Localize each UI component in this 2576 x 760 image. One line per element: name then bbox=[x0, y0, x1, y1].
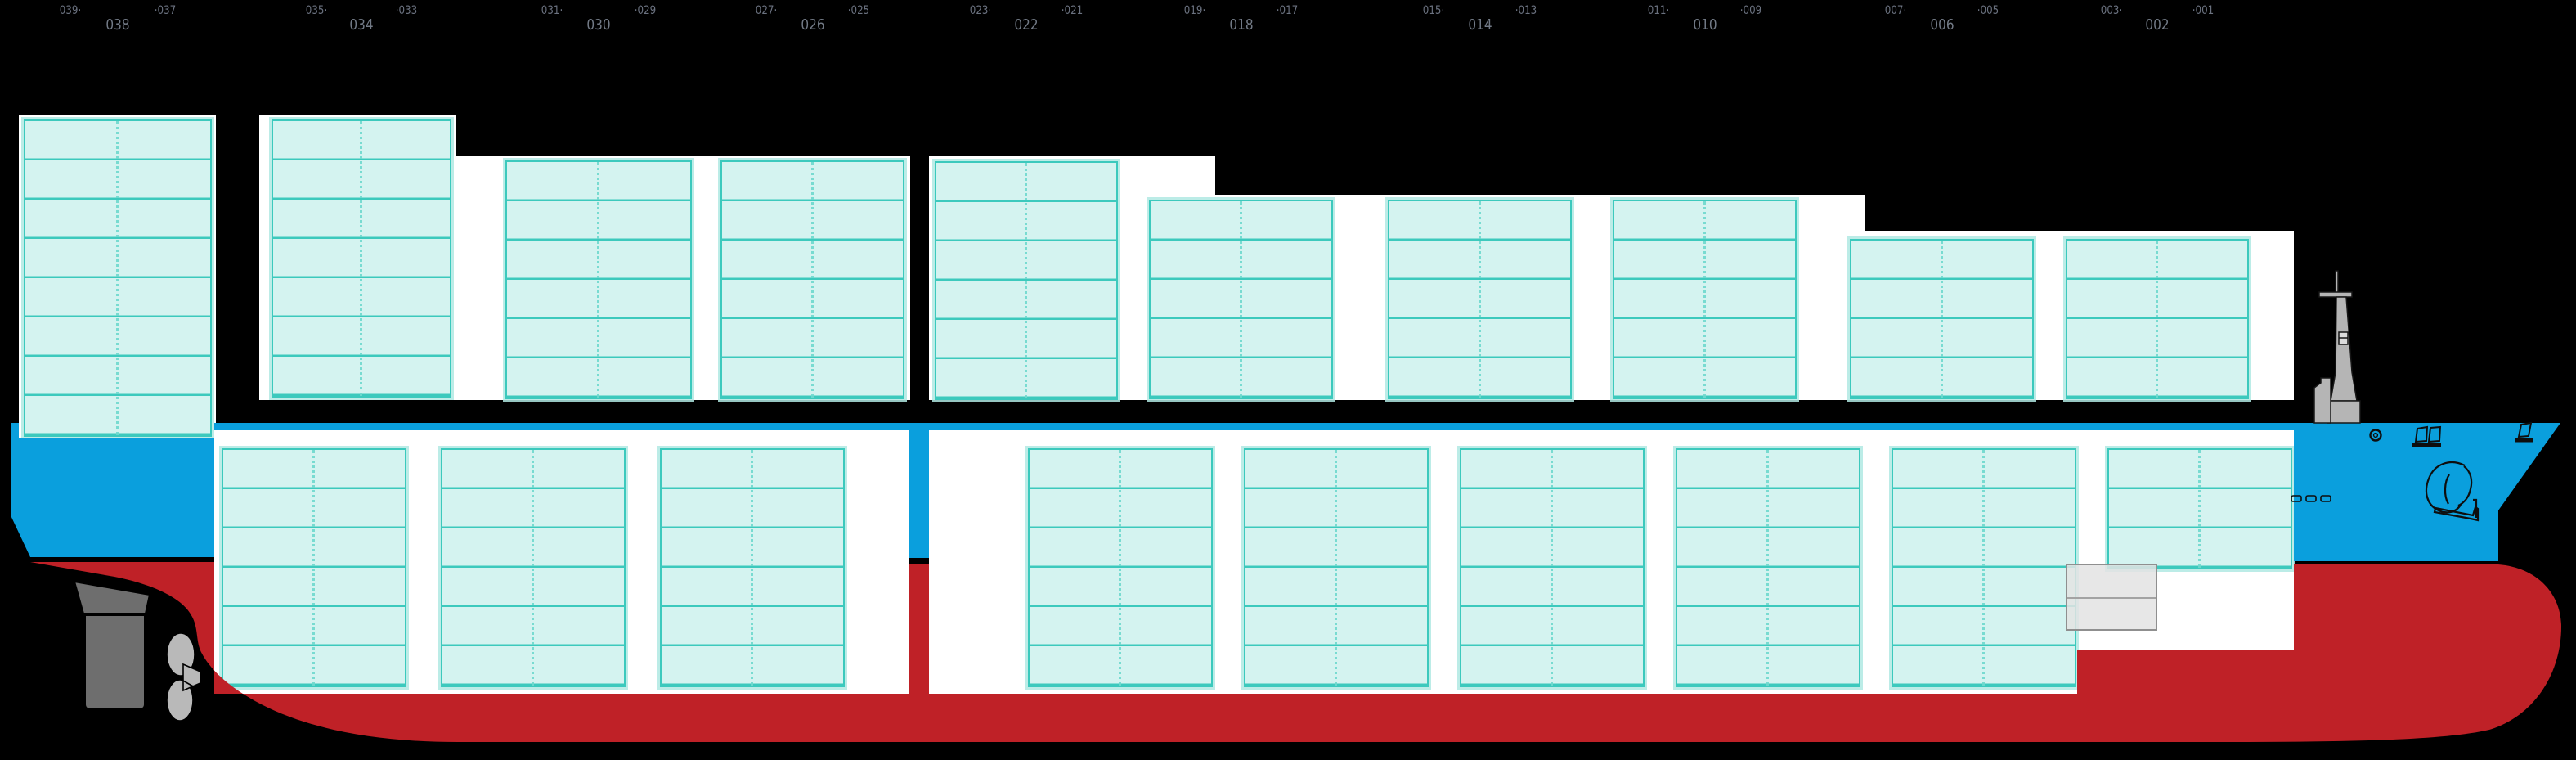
bay-018-above-deck-stack[interactable] bbox=[1149, 200, 1333, 399]
hold-4-below-deck-stack[interactable] bbox=[1028, 448, 1213, 687]
midship-hull-column-blue bbox=[909, 423, 929, 558]
label-bay-011: 011· bbox=[1647, 4, 1670, 17]
label-bay-026: 026 bbox=[801, 16, 825, 34]
bay-026-above-deck-stack[interactable] bbox=[720, 160, 904, 399]
label-bay-003: 003· bbox=[2100, 4, 2123, 17]
label-bay-013: ·013 bbox=[1515, 4, 1537, 17]
waterline-stripe bbox=[214, 423, 2294, 430]
label-bay-030: 030 bbox=[586, 16, 611, 34]
label-bay-018: 018 bbox=[1229, 16, 1254, 34]
label-bay-034: 034 bbox=[349, 16, 374, 34]
label-bay-031: 031· bbox=[541, 4, 563, 17]
label-bay-009: ·009 bbox=[1739, 4, 1762, 17]
anchor-icon bbox=[2425, 461, 2480, 522]
label-bay-010: 010 bbox=[1693, 16, 1717, 34]
bay-030-above-deck-stack[interactable] bbox=[505, 160, 692, 399]
midship-hull-column-red bbox=[909, 564, 929, 694]
hold-9-below-deck-stack[interactable] bbox=[2107, 448, 2292, 569]
stern-hull bbox=[11, 423, 214, 557]
hold-5-below-deck-stack[interactable] bbox=[1244, 448, 1429, 687]
bay-002-above-deck-stack[interactable] bbox=[2066, 239, 2249, 399]
label-bay-038: 038 bbox=[105, 16, 130, 34]
label-bay-001: ·001 bbox=[2192, 4, 2215, 17]
label-bay-021: ·021 bbox=[1061, 4, 1084, 17]
label-bay-005: ·005 bbox=[1977, 4, 1999, 17]
label-bay-002: 002 bbox=[2145, 16, 2170, 34]
bay-022-above-deck-stack[interactable] bbox=[935, 161, 1118, 400]
hold-1-below-deck-stack[interactable] bbox=[222, 448, 406, 687]
label-bay-006: 006 bbox=[1930, 16, 1954, 34]
label-bay-022: 022 bbox=[1014, 16, 1039, 34]
bay-010-above-deck-stack[interactable] bbox=[1613, 200, 1797, 399]
label-bay-035: 035· bbox=[305, 4, 328, 17]
hold-6-below-deck-stack[interactable] bbox=[1460, 448, 1645, 687]
foremast-icon bbox=[2313, 270, 2361, 424]
rudder bbox=[73, 580, 151, 710]
porthole-icon bbox=[2369, 429, 2382, 442]
hatch-overlay[interactable] bbox=[2066, 564, 2157, 631]
label-bay-017: ·017 bbox=[1276, 4, 1299, 17]
draft-marks bbox=[2291, 495, 2331, 502]
porthole-icon-inner bbox=[2372, 432, 2379, 438]
label-bay-027: 027· bbox=[755, 4, 778, 17]
label-bay-037: ·037 bbox=[154, 4, 177, 17]
label-bay-014: 014 bbox=[1468, 16, 1492, 34]
label-bay-039: 039· bbox=[59, 4, 82, 17]
label-bay-019: 019· bbox=[1183, 4, 1206, 17]
label-bay-033: ·033 bbox=[395, 4, 418, 17]
bridge-windows-icon bbox=[2412, 425, 2442, 447]
label-bay-015: 015· bbox=[1422, 4, 1445, 17]
label-bay-025: ·025 bbox=[847, 4, 870, 17]
midship-hull-column-boottop bbox=[909, 558, 929, 564]
hold-8-below-deck-stack[interactable] bbox=[1892, 448, 2076, 687]
bay-038-above-deck-stack[interactable] bbox=[24, 119, 212, 437]
hull-bottom-red bbox=[30, 562, 2561, 742]
bay-006-above-deck-stack[interactable] bbox=[1850, 239, 2034, 399]
bay-014-above-deck-stack[interactable] bbox=[1388, 200, 1572, 399]
propeller-icon bbox=[166, 632, 201, 722]
label-bay-023: 023· bbox=[969, 4, 992, 17]
label-bay-007: 007· bbox=[1884, 4, 1907, 17]
bow-details bbox=[2291, 421, 2533, 522]
label-bay-029: ·029 bbox=[634, 4, 657, 17]
bow-pennant-icon bbox=[2515, 421, 2533, 443]
hold-3-below-deck-stack[interactable] bbox=[660, 448, 845, 687]
hold-7-below-deck-stack[interactable] bbox=[1676, 448, 1860, 687]
hold-2-below-deck-stack[interactable] bbox=[441, 448, 626, 687]
bay-034-above-deck-stack[interactable] bbox=[272, 119, 451, 398]
